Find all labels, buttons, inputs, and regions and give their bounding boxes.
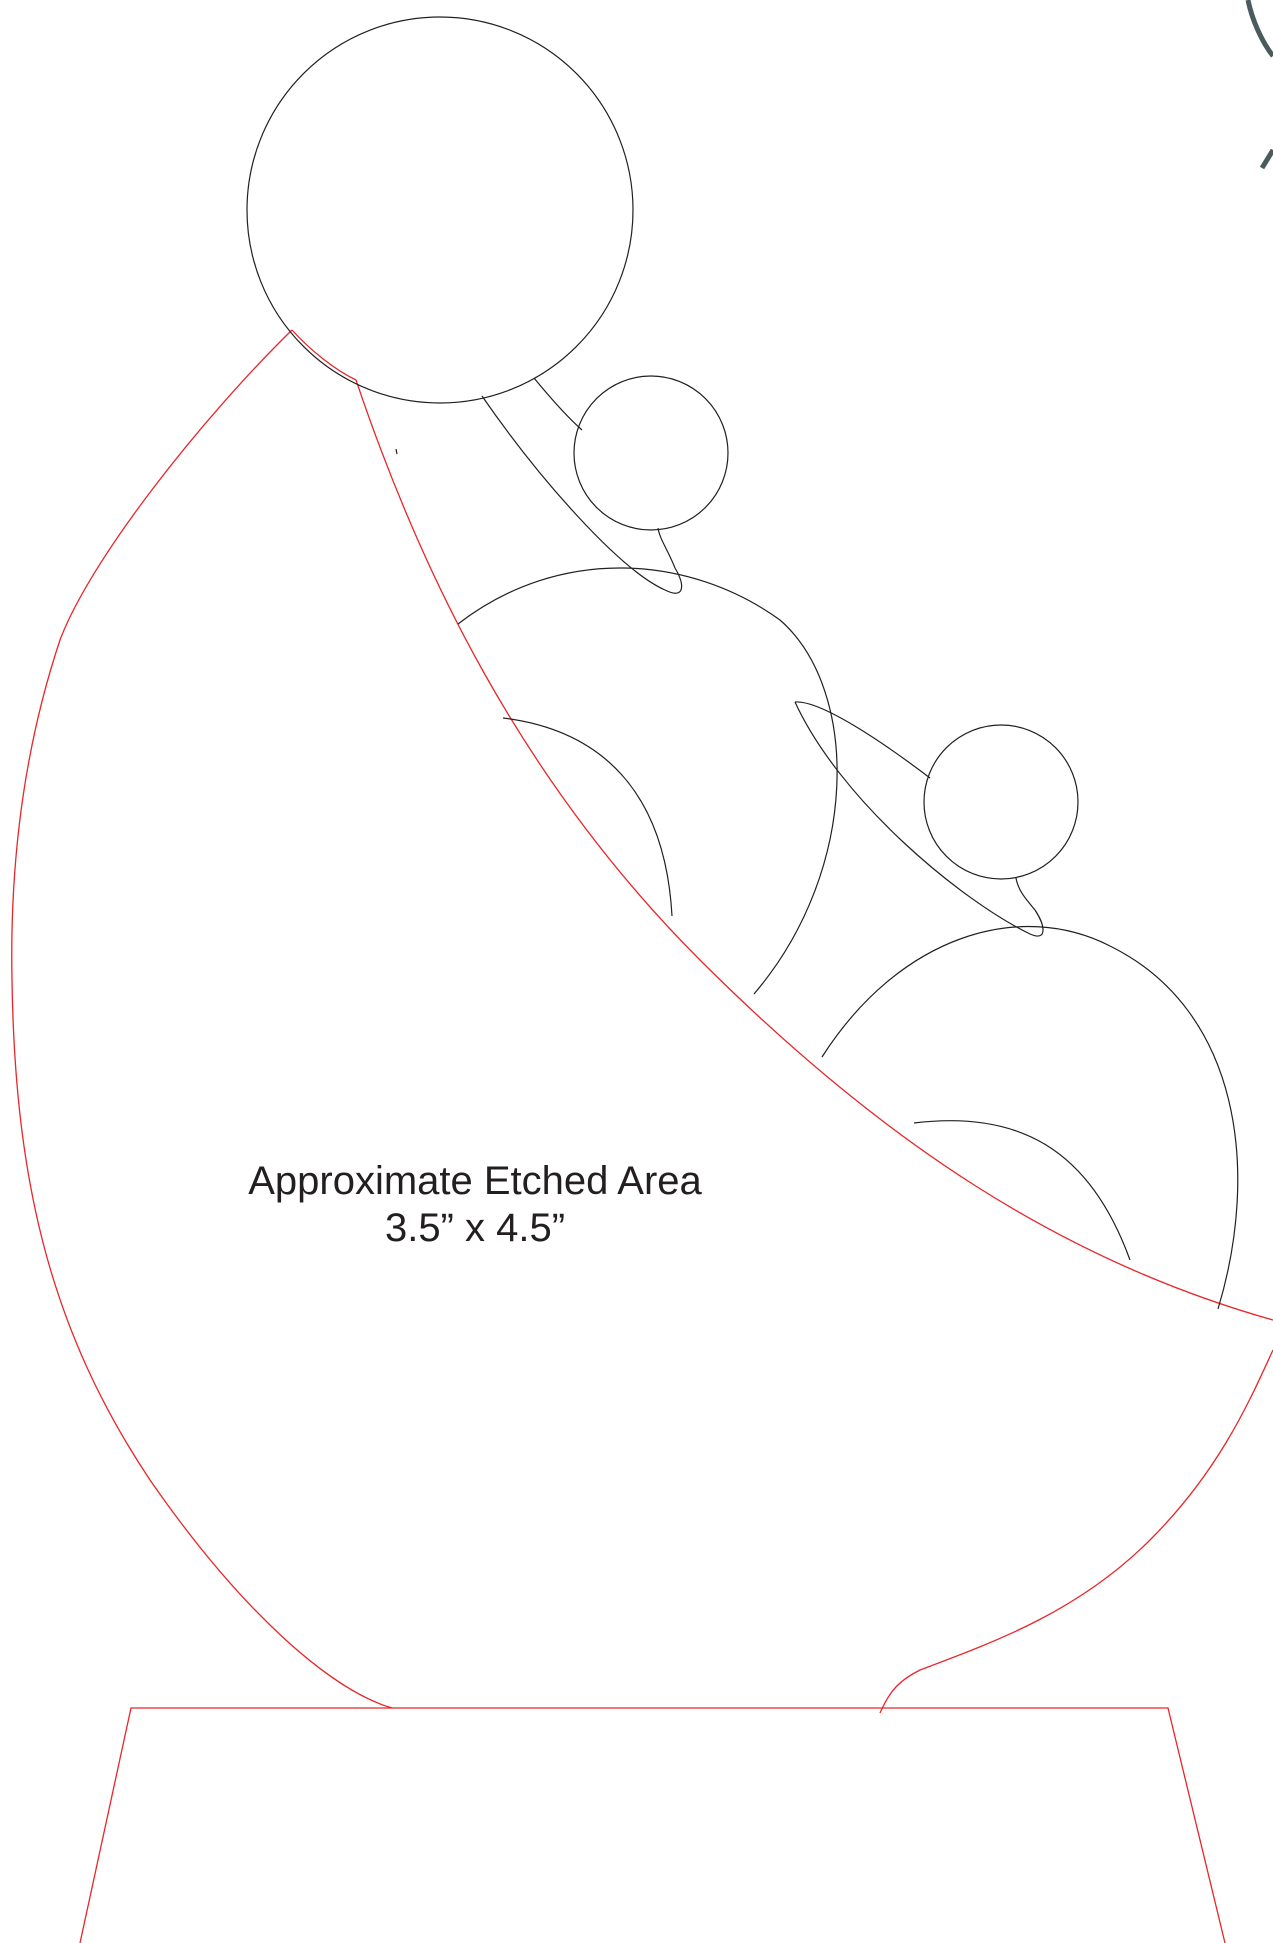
etched-area-title: Approximate Etched Area xyxy=(248,1159,702,1203)
parent-arm-loop-1 xyxy=(481,395,683,594)
parent-head xyxy=(246,16,634,404)
trophy-cap xyxy=(291,329,357,381)
cut-outline xyxy=(11,329,1273,1943)
child-head-2 xyxy=(923,724,1079,880)
child-limb xyxy=(913,1120,1131,1261)
parent-arm-loop-2 xyxy=(794,701,1044,937)
trophy-base xyxy=(79,1707,1226,1943)
child-head-1 xyxy=(573,375,729,531)
trophy-left-edge xyxy=(11,329,393,1709)
etched-area-dimensions: 3.5” x 4.5” xyxy=(384,1206,566,1250)
parent-arm-upper-1 xyxy=(533,377,583,431)
tick-mark xyxy=(395,448,398,455)
trophy-right-edge xyxy=(879,1349,1273,1714)
etched-area-label: Approximate Etched Area 3.5” x 4.5” xyxy=(175,1158,775,1252)
parent-arm-upper-2 xyxy=(794,701,931,779)
logo-fragment xyxy=(1245,0,1273,170)
parent-limb xyxy=(502,717,673,917)
figure-lines xyxy=(246,16,1239,1310)
child-body xyxy=(821,926,1239,1310)
parent-body xyxy=(457,567,838,995)
trophy-inner-diagonal xyxy=(355,379,1273,1321)
logo-mark xyxy=(1259,148,1273,170)
logo-arc xyxy=(1245,0,1273,58)
